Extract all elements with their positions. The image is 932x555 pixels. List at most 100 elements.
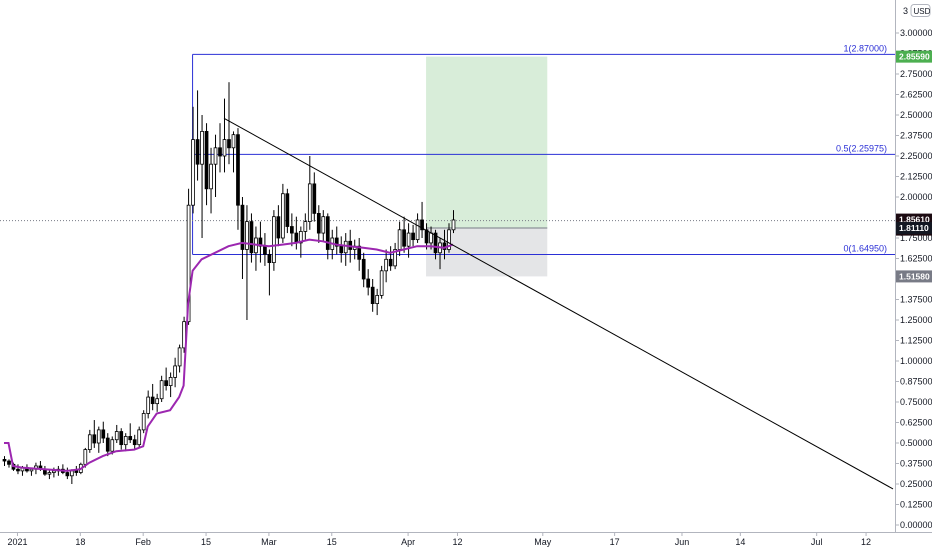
candle-body xyxy=(272,216,276,263)
y-tick-label: 0.87500 xyxy=(900,377,932,387)
candlestick-series xyxy=(2,82,456,484)
candle-body xyxy=(361,258,366,280)
candle-body xyxy=(285,193,290,227)
candle-body xyxy=(191,139,195,206)
x-tick-label: Apr xyxy=(401,537,415,547)
y-tick-label: 3.00000 xyxy=(900,28,932,38)
candle-body xyxy=(227,139,231,149)
candle-body xyxy=(321,216,326,234)
vwap-series xyxy=(4,238,454,472)
x-tick-label: May xyxy=(534,537,552,547)
candle-body xyxy=(83,449,88,465)
x-tick-label: 15 xyxy=(327,537,337,547)
price-label-box xyxy=(896,221,932,234)
candle-body xyxy=(141,413,146,431)
candle-body xyxy=(298,231,303,244)
candle-body xyxy=(339,245,344,254)
candle-body xyxy=(69,470,74,477)
axis-header: 3 USD xyxy=(903,4,931,17)
candle-body xyxy=(101,429,106,439)
x-tick-label: 12 xyxy=(452,537,462,547)
candle-body xyxy=(204,130,209,190)
candle-body xyxy=(146,396,151,414)
x-tick-label: Feb xyxy=(135,537,151,547)
candle-body xyxy=(393,249,397,267)
candle-body xyxy=(2,458,7,462)
candle-body xyxy=(52,470,56,473)
candle-body xyxy=(307,183,312,223)
price-label-text: 2.85590 xyxy=(899,52,930,62)
fib-retracement[interactable]: 1(2.87000) 0.5(2.25975) 0(1.64950) xyxy=(192,43,895,255)
candle-body xyxy=(388,258,393,267)
candle-body xyxy=(218,147,222,157)
candle-body xyxy=(177,347,182,367)
y-tick-label: 1.62500 xyxy=(900,254,932,264)
candle-body xyxy=(123,436,128,446)
x-tick-label: 18 xyxy=(75,537,85,547)
candle-body xyxy=(289,226,294,234)
scale-badge: 3 xyxy=(903,6,908,16)
candle-body xyxy=(366,278,371,288)
x-tick-label: 15 xyxy=(201,537,211,547)
candle-body xyxy=(276,216,281,239)
y-tick-label: 0.62500 xyxy=(900,418,932,428)
candle-body xyxy=(29,468,34,472)
y-tick-label: 1.25000 xyxy=(900,315,932,325)
candle-body xyxy=(119,431,124,446)
price-label-box xyxy=(896,270,932,283)
candle-body xyxy=(195,139,200,165)
candle-body xyxy=(173,365,177,378)
candle-body xyxy=(231,134,236,149)
currency-badge[interactable]: USD xyxy=(914,7,931,16)
candle-body xyxy=(343,240,348,254)
position-stop-zone[interactable] xyxy=(426,227,548,277)
candle-body xyxy=(267,253,272,263)
x-tick-label: 14 xyxy=(735,537,745,547)
y-tick-label: 0.25000 xyxy=(900,479,932,489)
currency-badge-box[interactable] xyxy=(910,4,931,17)
candle-body xyxy=(451,219,456,231)
candle-body xyxy=(155,398,160,405)
y-tick-label: 1.37500 xyxy=(900,295,932,305)
y-tick-label: 1.75000 xyxy=(900,233,932,243)
y-tick-label: 2.50000 xyxy=(900,110,932,120)
fib-level-label: 0(1.64950) xyxy=(843,243,887,253)
candle-body xyxy=(236,134,240,206)
candle-body xyxy=(375,294,380,304)
candle-body xyxy=(240,204,245,250)
y-tick-label: 1.12500 xyxy=(900,336,932,346)
candle-body xyxy=(7,460,11,465)
candle-body xyxy=(87,434,92,450)
candle-body xyxy=(137,429,142,446)
time-axis[interactable]: 2021 18 Feb 15 Mar 15 Apr 12 May 17 Jun 14 Jul 12 xyxy=(7,532,871,547)
candle-body xyxy=(150,396,155,405)
y-tick-label: 2.37500 xyxy=(900,131,932,141)
x-tick-label: Mar xyxy=(261,537,277,547)
candle-body xyxy=(96,429,101,444)
descending-trendline[interactable] xyxy=(223,117,894,490)
candle-body xyxy=(294,232,299,244)
candle-body xyxy=(397,229,402,250)
position-target-zone[interactable] xyxy=(426,56,548,228)
y-tick-label: 0.50000 xyxy=(900,438,932,448)
candle-body xyxy=(245,221,249,250)
vwap-line xyxy=(4,238,454,472)
candle-body xyxy=(74,470,79,473)
candle-body xyxy=(222,139,227,157)
candle-body xyxy=(415,219,420,241)
price-label-text: 1.81110 xyxy=(899,223,929,233)
candle-body xyxy=(128,436,133,441)
price-label-text: 1.51580 xyxy=(899,271,930,281)
candle-body xyxy=(420,219,424,231)
candle-body xyxy=(186,204,191,323)
candle-body xyxy=(168,376,173,386)
position-tool[interactable] xyxy=(426,56,548,277)
y-tick-label: 2.00000 xyxy=(900,192,932,202)
candle-body xyxy=(92,434,97,444)
x-tick-label: Jul xyxy=(811,537,823,547)
y-tick-label: 2.25000 xyxy=(900,151,932,161)
trendline[interactable] xyxy=(223,117,894,490)
